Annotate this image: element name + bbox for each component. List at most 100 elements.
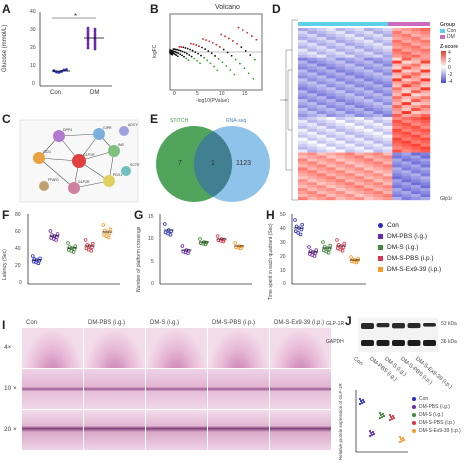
d-heat-cell xyxy=(316,158,327,162)
c-node-label: FFAR1 xyxy=(48,178,59,182)
d-heat-cell xyxy=(354,125,365,130)
d-heat-cell xyxy=(373,119,384,124)
d-z-1: 2 xyxy=(448,58,451,64)
d-heat-cell xyxy=(298,131,308,135)
d-heat-cell xyxy=(401,179,412,183)
d-heat-cell xyxy=(382,108,393,112)
d-heat-cell xyxy=(411,33,421,38)
d-heat-cell xyxy=(382,197,393,201)
d-heat-cell xyxy=(364,93,374,97)
d-heat-cell xyxy=(345,114,355,118)
j-point xyxy=(389,415,393,419)
d-heat-cell xyxy=(298,164,308,168)
d-heat-cell xyxy=(316,116,327,121)
d-heat-cell xyxy=(335,134,346,138)
b-point xyxy=(216,69,219,72)
d-heat-cell xyxy=(298,108,308,112)
a-point-dm xyxy=(86,46,90,50)
d-heat-cell xyxy=(411,93,421,97)
d-heat-cell xyxy=(335,72,346,76)
d-heat-cell xyxy=(373,161,384,165)
d-heat-cell xyxy=(392,143,402,147)
d-heat-cell xyxy=(401,125,412,130)
d-heat-cell xyxy=(335,69,346,73)
d-heat-cell xyxy=(345,75,355,79)
d-heat-cell xyxy=(354,66,365,70)
d-heat-cell xyxy=(345,81,355,85)
j-point xyxy=(372,432,376,436)
d-heat-cell xyxy=(307,54,318,58)
d-heat-cell xyxy=(316,42,327,46)
dot-point xyxy=(294,229,298,234)
d-heat-cell xyxy=(326,161,336,165)
d-heat-cell xyxy=(364,182,374,186)
d-heat-cell xyxy=(354,75,365,79)
dot-point xyxy=(102,232,106,237)
d-heat-cell xyxy=(335,170,346,174)
d-heat-cell xyxy=(345,134,355,138)
d-heat-cell xyxy=(307,119,318,124)
j-point xyxy=(361,398,365,402)
d-heat-cell xyxy=(335,33,346,38)
d-heat-cell xyxy=(373,143,384,147)
d-heat-cell xyxy=(420,161,431,165)
d-heat-cell xyxy=(392,140,402,144)
d-heat-cell xyxy=(401,197,412,201)
d-heat-cell xyxy=(307,51,318,55)
b-point xyxy=(173,48,176,50)
j-band-glp1r xyxy=(423,323,436,327)
d-heat-cell xyxy=(354,185,365,189)
d-heat-cell xyxy=(392,131,402,135)
j-band-glp1r xyxy=(361,323,374,329)
d-heat-cell xyxy=(411,90,421,94)
d-heat-cell xyxy=(364,111,374,115)
d-heat-cell xyxy=(326,42,336,46)
d-heat-cell xyxy=(373,182,384,186)
d-heat-cell xyxy=(392,114,402,118)
d-heat-cell xyxy=(298,128,308,132)
d-heat-cell xyxy=(354,164,365,168)
d-heat-cell xyxy=(392,191,402,195)
d-heat-cell xyxy=(298,161,308,165)
a-sig: * xyxy=(74,12,78,21)
j-blot-gapdh: GAPDH xyxy=(326,339,344,345)
dot-point xyxy=(50,233,54,237)
d-heat-cell xyxy=(345,131,355,135)
d-heat-cell xyxy=(345,119,355,124)
d-heat-cell xyxy=(401,54,412,58)
d-heat-cell xyxy=(316,60,327,64)
d-heat-cell xyxy=(298,173,308,177)
d-heat-cell xyxy=(316,161,327,165)
d-heat-cell xyxy=(411,179,421,183)
d-heat-cell xyxy=(364,66,374,70)
d-heat-cell xyxy=(345,155,355,159)
d-heat-cell xyxy=(326,75,336,79)
d-heat-cell xyxy=(382,87,393,91)
d-heat-cell xyxy=(401,105,412,109)
d-heat-cell xyxy=(316,36,327,41)
d-heat-cell xyxy=(298,191,308,195)
d-heat-cell xyxy=(392,128,402,132)
b-point xyxy=(215,43,218,46)
d-heat-cell xyxy=(298,155,308,159)
d-heat-cell xyxy=(373,140,384,144)
d-heat-cell xyxy=(298,78,308,82)
d-heat-cell xyxy=(364,176,374,180)
d-heat-cell xyxy=(364,122,374,127)
d-heat-cell xyxy=(373,155,384,159)
d-heat-cell xyxy=(326,96,336,100)
histology-tile xyxy=(208,369,269,409)
d-heat-cell xyxy=(364,137,374,141)
groups-legend-label: DM-S-Ex9-39 (i.p.) xyxy=(387,266,442,273)
dot-point xyxy=(349,255,353,259)
j-band-gapdh xyxy=(423,340,436,346)
d-heat-cell xyxy=(392,45,402,49)
d-heat-cell xyxy=(364,81,374,85)
d-heat-cell xyxy=(298,125,308,130)
d-heat-cell xyxy=(382,152,393,156)
j-point xyxy=(370,433,374,437)
d-heat-cell xyxy=(411,108,421,112)
d-heat-cell xyxy=(382,57,393,61)
dot-point xyxy=(55,232,60,236)
d-heat-cell xyxy=(326,66,336,70)
